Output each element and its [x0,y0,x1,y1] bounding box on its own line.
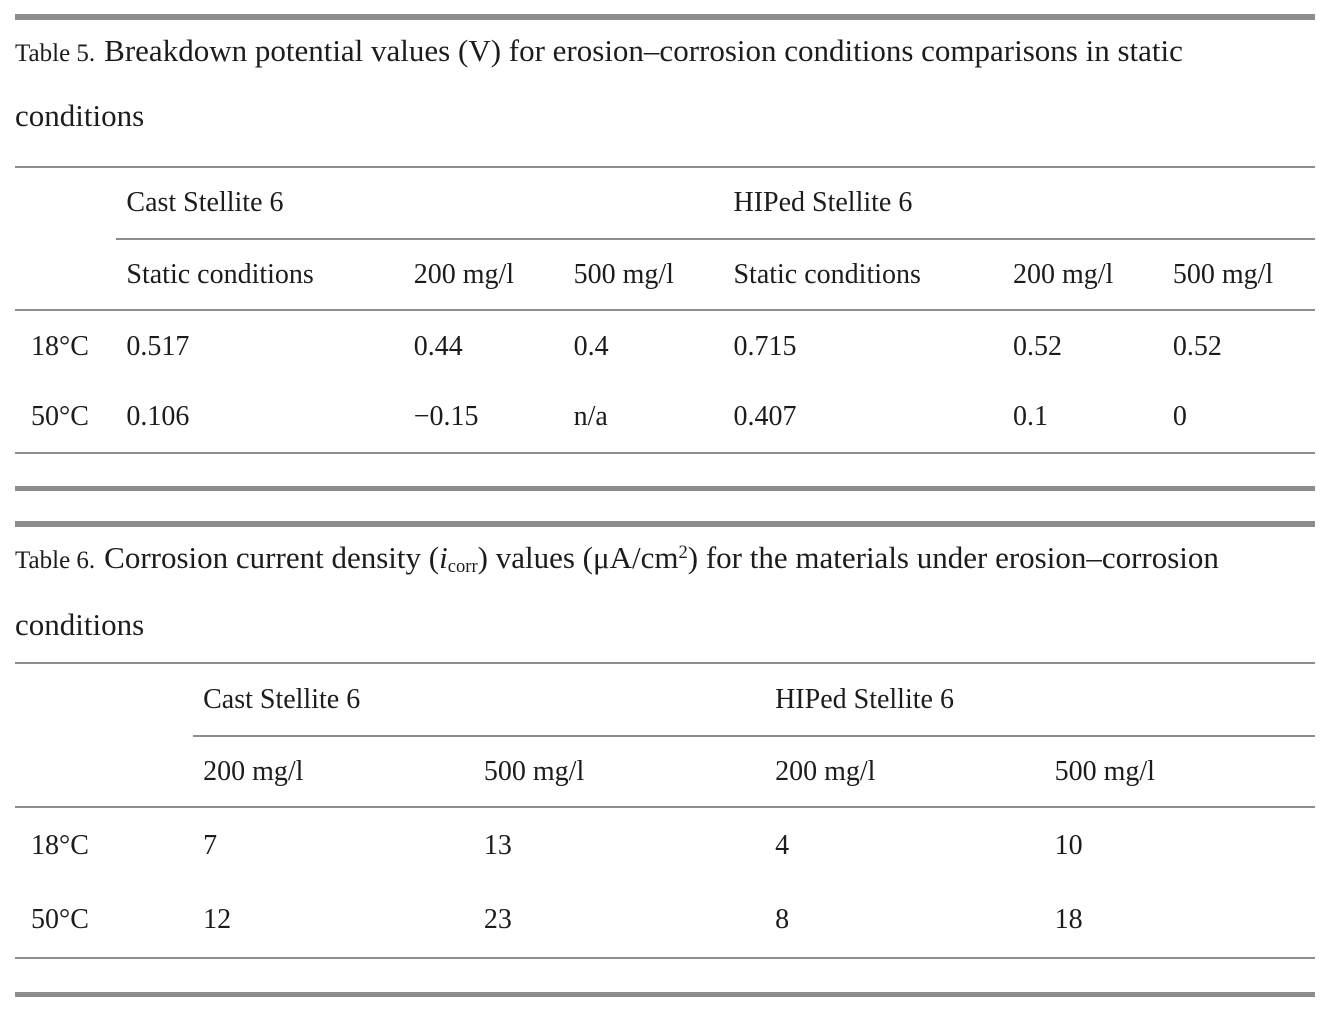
group-header-hiped: HIPed Stellite 6 [723,167,1315,240]
table-cell: 0.106 [126,401,190,432]
table-cell: 13 [483,829,512,861]
table6-caption: Table 6. Corrosion current density (icorr… [15,527,1315,656]
row-label-temperature: 50°C [31,401,89,432]
column-header: 200 mg/l [403,239,564,311]
table-cell: 0.44 [413,330,463,362]
table-cell: 0.1 [1012,401,1048,432]
empty-cell [15,736,194,808]
column-header: Static conditions [116,239,404,311]
table-cell: −0.15 [413,401,479,432]
table-cell: 4 [775,829,790,861]
column-header: 200 mg/l [193,736,474,808]
table-row: 18°C 0.517 0.44 0.4 0.715 0.52 0.52 [15,310,1315,382]
table-cell: 0.52 [1012,330,1062,362]
table-cell: 8 [775,904,790,935]
table5-group-header-row: Cast Stellite 6 HIPed Stellite 6 [15,167,1315,240]
table6-caption-text: Corrosion current density (icorr) values… [15,540,1219,642]
column-header: 500 mg/l [563,239,724,311]
group-header-hiped: HIPed Stellite 6 [765,663,1315,737]
empty-cell [15,239,117,311]
table5-sub-header-row: Static conditions 200 mg/l 500 mg/l Stat… [15,239,1315,311]
table5-caption: Table 5. Breakdown potential values (V) f… [15,20,1315,147]
table6-bottom-heavy-rule [15,992,1315,997]
column-header: 500 mg/l [1044,736,1315,808]
table-cell: 12 [203,904,232,935]
table-cell: 10 [1054,829,1083,861]
column-header: 500 mg/l [1162,239,1315,311]
table-cell: 0.517 [126,330,190,362]
row-label-temperature: 18°C [31,330,89,362]
empty-cell [15,663,193,736]
column-header: Static conditions [723,239,1003,311]
group-header-cast: Cast Stellite 6 [193,663,766,737]
column-header: 500 mg/l [473,736,766,808]
table6-group-header-row: Cast Stellite 6 HIPed Stellite 6 [15,663,1315,737]
table-cell: 0.4 [573,330,609,362]
table-cell: 0.407 [733,401,797,432]
table-cell: 0.52 [1172,330,1222,362]
table-cell: n/a [573,401,608,432]
table6-caption-label: Table 6. [15,547,96,574]
empty-cell [15,167,116,239]
table-row: 50°C 12 23 8 18 [15,883,1315,958]
table5-caption-text: Breakdown potential values (V) for erosi… [15,33,1183,133]
table-cell: 7 [203,829,218,861]
table5-bottom-heavy-rule [15,486,1315,491]
group-header-cast: Cast Stellite 6 [116,167,724,240]
table6-sub-header-row: 200 mg/l 500 mg/l 200 mg/l 500 mg/l [15,736,1315,808]
table6-top-heavy-rule [15,521,1315,527]
column-header: 200 mg/l [1002,239,1163,311]
column-header: 200 mg/l [765,736,1045,808]
table5-caption-label: Table 5. [15,40,96,67]
table6: Cast Stellite 6 HIPed Stellite 6 200 mg/… [15,662,1315,959]
table5: Cast Stellite 6 HIPed Stellite 6 Static … [15,166,1315,454]
table5-top-heavy-rule [15,14,1315,20]
table-cell: 23 [483,904,512,935]
table-cell: 0 [1172,401,1187,432]
row-label-temperature: 50°C [31,904,89,935]
page-content: Table 5. Breakdown potential values (V) f… [15,14,1315,997]
table-row: 18°C 7 13 4 10 [15,807,1315,883]
table-row: 50°C 0.106 −0.15 n/a 0.407 0.1 0 [15,382,1315,453]
table-cell: 0.715 [733,330,797,362]
table-cell: 18 [1054,904,1083,935]
row-label-temperature: 18°C [31,829,89,861]
